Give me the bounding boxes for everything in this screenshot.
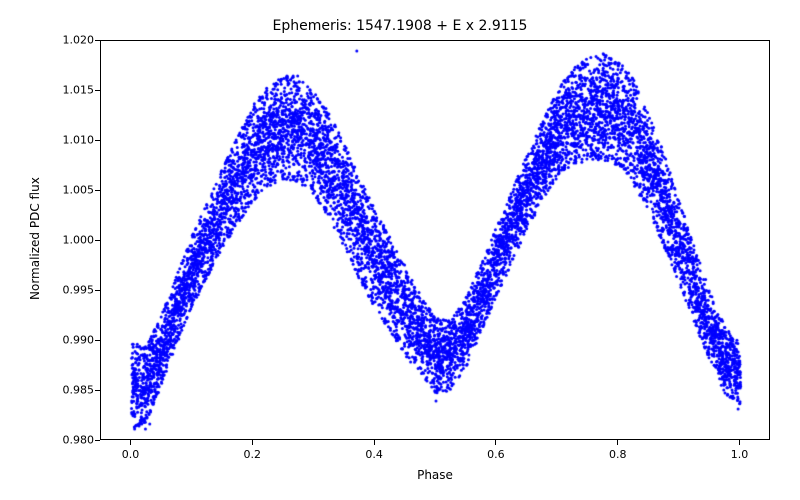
- x-tick-label: 0.8: [609, 448, 627, 461]
- y-tick-label: 1.005: [52, 184, 94, 197]
- y-tick-mark: [95, 190, 100, 191]
- y-tick-label: 1.020: [52, 34, 94, 47]
- x-tick-label: 1.0: [731, 448, 749, 461]
- y-tick-label: 1.015: [52, 84, 94, 97]
- x-axis-label: Phase: [100, 468, 770, 482]
- y-axis-label: Normalized PDC flux: [28, 177, 42, 300]
- figure: Ephemeris: 1547.1908 + E x 2.9115 Normal…: [0, 0, 800, 500]
- y-tick-label: 0.995: [52, 284, 94, 297]
- y-tick-mark: [95, 90, 100, 91]
- x-tick-mark: [617, 440, 618, 445]
- y-tick-label: 0.980: [52, 434, 94, 447]
- x-tick-mark: [739, 440, 740, 445]
- y-tick-mark: [95, 240, 100, 241]
- scatter-canvas: [101, 41, 771, 441]
- y-tick-label: 1.000: [52, 234, 94, 247]
- x-tick-mark: [495, 440, 496, 445]
- y-tick-mark: [95, 290, 100, 291]
- y-tick-mark: [95, 140, 100, 141]
- x-tick-label: 0.0: [122, 448, 140, 461]
- y-tick-label: 1.010: [52, 134, 94, 147]
- x-tick-label: 0.6: [487, 448, 505, 461]
- x-tick-mark: [252, 440, 253, 445]
- x-tick-mark: [130, 440, 131, 445]
- axes-area: [100, 40, 770, 440]
- chart-title: Ephemeris: 1547.1908 + E x 2.9115: [0, 18, 800, 34]
- y-tick-mark: [95, 40, 100, 41]
- y-tick-mark: [95, 440, 100, 441]
- y-tick-label: 0.990: [52, 334, 94, 347]
- y-tick-mark: [95, 340, 100, 341]
- y-tick-mark: [95, 390, 100, 391]
- x-tick-label: 0.4: [365, 448, 383, 461]
- x-tick-label: 0.2: [244, 448, 262, 461]
- y-tick-label: 0.985: [52, 384, 94, 397]
- x-tick-mark: [374, 440, 375, 445]
